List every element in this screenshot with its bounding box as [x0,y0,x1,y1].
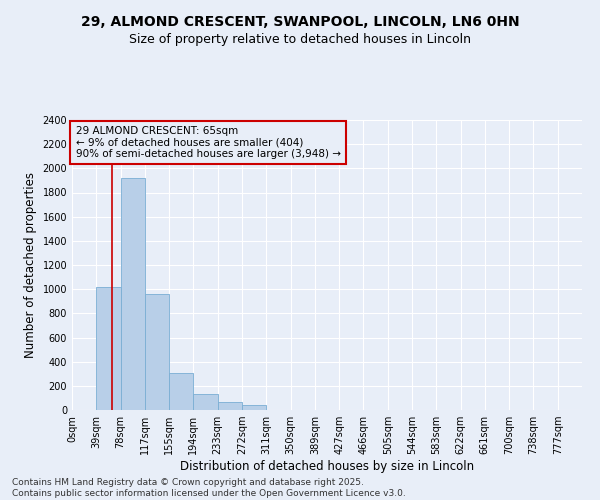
Bar [218,402,242,410]
Bar [169,372,193,410]
Y-axis label: Number of detached properties: Number of detached properties [24,172,37,358]
Text: 29 ALMOND CRESCENT: 65sqm
← 9% of detached houses are smaller (404)
90% of semi-: 29 ALMOND CRESCENT: 65sqm ← 9% of detach… [76,126,341,159]
Text: Size of property relative to detached houses in Lincoln: Size of property relative to detached ho… [129,32,471,46]
Bar [242,405,266,410]
Bar [96,287,121,410]
Text: 29, ALMOND CRESCENT, SWANPOOL, LINCOLN, LN6 0HN: 29, ALMOND CRESCENT, SWANPOOL, LINCOLN, … [80,15,520,29]
Bar [193,394,218,410]
Text: Contains HM Land Registry data © Crown copyright and database right 2025.
Contai: Contains HM Land Registry data © Crown c… [12,478,406,498]
X-axis label: Distribution of detached houses by size in Lincoln: Distribution of detached houses by size … [180,460,474,473]
Bar [145,294,169,410]
Bar [121,178,145,410]
